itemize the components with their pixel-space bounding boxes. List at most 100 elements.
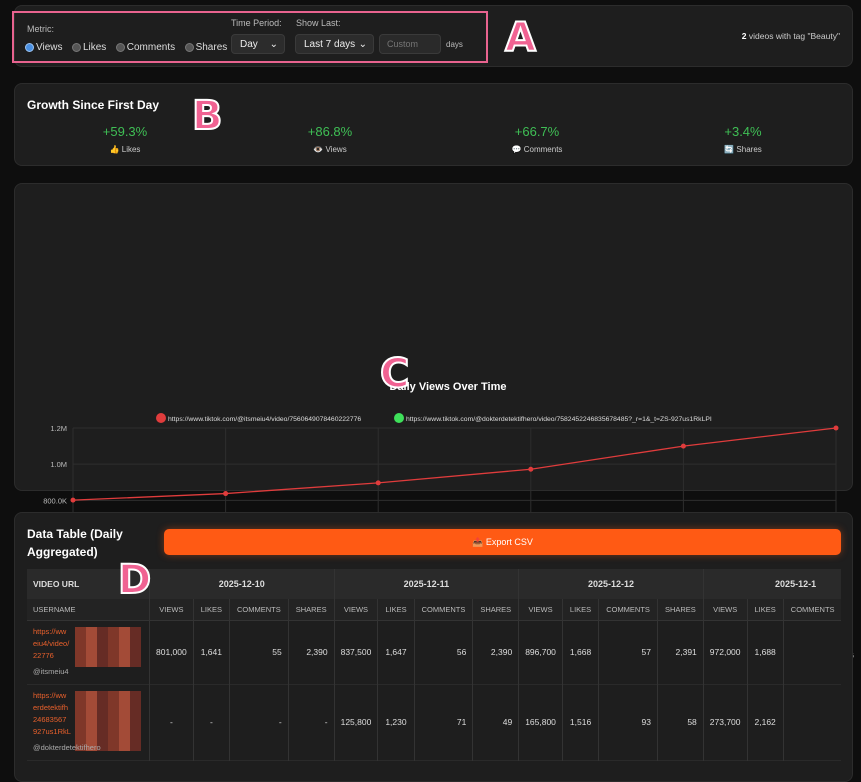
date-header: 2025-12-10 bbox=[149, 569, 335, 599]
data-cell: 2,162 bbox=[747, 684, 784, 760]
chevron-down-icon: ⌄ bbox=[269, 39, 278, 50]
video-url-link[interactable]: https://ww bbox=[33, 691, 67, 700]
chart-title: Daily Views Over Time bbox=[390, 381, 507, 393]
data-cell: 896,700 bbox=[518, 620, 563, 684]
days-label: days bbox=[446, 40, 463, 49]
growth-value: +86.8% bbox=[307, 124, 353, 139]
export-csv-button[interactable]: 📤 Export CSV bbox=[164, 529, 841, 555]
data-cell: 972,000 bbox=[703, 620, 748, 684]
radio-label: Likes bbox=[82, 42, 107, 53]
metric-radio-shares[interactable]: Shares bbox=[184, 42, 228, 53]
data-point[interactable] bbox=[528, 466, 534, 472]
data-cell bbox=[783, 620, 841, 684]
metric-radio-group: Views Likes Comments Shares bbox=[25, 39, 232, 57]
data-cell: - bbox=[193, 684, 231, 760]
time-period-label: Time Period: bbox=[231, 18, 282, 28]
tag-text: videos with tag "Beauty" bbox=[748, 31, 840, 41]
username: @dokterdetektifhero bbox=[33, 743, 101, 752]
video-cell: https://ww erdetektifh 24683567 927us1RkL @d… bbox=[27, 684, 150, 760]
y-tick-label: 800.0K bbox=[43, 496, 67, 505]
y-tick-label: 1.0M bbox=[50, 460, 67, 469]
comment-icon: 💬 bbox=[511, 145, 522, 154]
growth-label: Shares bbox=[736, 145, 762, 154]
share-icon: 🔄 bbox=[724, 145, 735, 154]
data-cell: 56 bbox=[414, 620, 474, 684]
growth-value: +59.3% bbox=[102, 124, 148, 139]
data-cell: 2,391 bbox=[657, 620, 704, 684]
sub-header: COMMENTS bbox=[414, 599, 474, 620]
data-point[interactable] bbox=[223, 491, 229, 497]
data-cell: - bbox=[149, 684, 194, 760]
sub-header: VIEWS bbox=[149, 599, 194, 620]
tag-count: 2 bbox=[741, 31, 747, 41]
data-cell: 273,700 bbox=[703, 684, 748, 760]
data-point[interactable] bbox=[375, 480, 381, 486]
tag-summary: 2 videos with tag "Beauty" bbox=[742, 31, 840, 41]
data-cell: 2,390 bbox=[472, 620, 520, 684]
annotation-d: D bbox=[117, 557, 152, 603]
annotation-b: B bbox=[191, 93, 223, 139]
sub-header: LIKES bbox=[377, 599, 415, 620]
controls-highlight bbox=[12, 11, 488, 63]
thumbs-up-icon: 👍 bbox=[109, 145, 120, 154]
legend-label[interactable]: https://www.tiktok.com/@dokterdetektifhe… bbox=[406, 416, 712, 423]
data-cell: 58 bbox=[657, 684, 704, 760]
data-cell: - bbox=[229, 684, 289, 760]
data-cell: 55 bbox=[229, 620, 289, 684]
annotation-a: A bbox=[504, 15, 537, 61]
growth-comments: +66.7% 💬 Comments bbox=[477, 124, 597, 154]
annotation-c: C bbox=[379, 351, 410, 397]
table-row: https://ww eiu4/video/22776 @itsmeiu4 801,0… bbox=[27, 620, 841, 684]
sub-header: SHARES bbox=[657, 599, 704, 620]
growth-label: Likes bbox=[121, 145, 141, 154]
growth-label: Comments bbox=[523, 145, 563, 154]
video-url-link[interactable]: erdetektifh bbox=[33, 703, 69, 712]
chevron-down-icon: ⌄ bbox=[358, 39, 367, 50]
table-row: https://ww erdetektifh 24683567 927us1RkL @d… bbox=[27, 684, 841, 760]
video-url-link[interactable]: 22776 bbox=[33, 651, 54, 660]
controls-panel: Metric: Views Likes Comments Shares Time… bbox=[12, 5, 853, 67]
video-url-link[interactable]: https://ww bbox=[33, 627, 67, 636]
video-cell: https://ww eiu4/video/22776 @itsmeiu4 bbox=[27, 620, 150, 684]
data-table-panel: Data Table (Daily Aggregated) 📤 Export C… bbox=[14, 512, 853, 782]
video-url-link[interactable]: eiu4/video/ bbox=[33, 639, 70, 648]
sub-header: LIKES bbox=[562, 599, 600, 620]
username: @itsmeiu4 bbox=[33, 667, 69, 676]
data-cell: 2,390 bbox=[288, 620, 335, 684]
show-last-select[interactable]: Last 7 days ⌄ bbox=[295, 34, 374, 54]
select-value: Day bbox=[240, 39, 258, 50]
legend-swatch[interactable] bbox=[394, 413, 404, 423]
growth-title: Growth Since First Day bbox=[27, 98, 160, 112]
growth-likes: +59.3% 👍 Likes bbox=[65, 124, 185, 154]
legend-label[interactable]: https://www.tiktok.com/@itsmeiu4/video/7… bbox=[168, 416, 361, 423]
growth-value: +66.7% bbox=[514, 124, 560, 139]
data-cell: 1,516 bbox=[562, 684, 600, 760]
legend-swatch[interactable] bbox=[156, 413, 166, 423]
sub-header: COMMENTS bbox=[598, 599, 658, 620]
sub-header: LIKES bbox=[193, 599, 231, 620]
date-header: 2025-12-1 bbox=[703, 569, 841, 599]
growth-label: Views bbox=[325, 145, 347, 154]
data-point[interactable] bbox=[833, 425, 839, 431]
metric-radio-views[interactable]: Views bbox=[25, 42, 63, 53]
custom-days-input[interactable] bbox=[379, 34, 441, 54]
data-cell: 801,000 bbox=[149, 620, 194, 684]
data-cell: 1,230 bbox=[377, 684, 415, 760]
metric-radio-likes[interactable]: Likes bbox=[71, 42, 107, 53]
data-table: VIDEO URL 2025-12-10 2025-12-11 2025-12-12 2… bbox=[27, 569, 841, 761]
data-point[interactable] bbox=[680, 443, 686, 449]
time-period-select[interactable]: Day ⌄ bbox=[231, 34, 285, 54]
col-username: USERNAME bbox=[27, 599, 150, 620]
radio-label: Shares bbox=[195, 42, 228, 53]
video-url-link[interactable]: 927us1RkL bbox=[33, 727, 71, 736]
video-url-link[interactable]: 24683567 bbox=[33, 715, 67, 724]
data-cell: 1,647 bbox=[377, 620, 415, 684]
growth-shares: +3.4% 🔄 Shares bbox=[683, 124, 803, 154]
metric-radio-comments[interactable]: Comments bbox=[115, 42, 175, 53]
sub-header: VIEWS bbox=[703, 599, 748, 620]
data-cell: 1,641 bbox=[193, 620, 231, 684]
video-thumbnail-blurred bbox=[75, 626, 141, 667]
data-point[interactable] bbox=[70, 497, 76, 503]
sub-header: SHARES bbox=[288, 599, 335, 620]
series-line bbox=[72, 427, 837, 501]
